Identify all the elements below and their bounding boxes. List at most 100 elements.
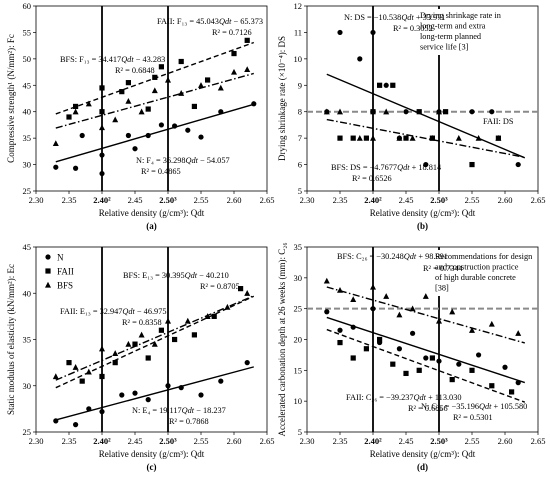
data-point-n	[456, 361, 462, 367]
fit-equation-bfs: BFS: C₂₆ = −30.248Qdt + 98.991	[337, 252, 448, 261]
data-point-n	[515, 380, 521, 386]
data-point-faii	[125, 80, 131, 86]
data-point-faii	[158, 327, 164, 333]
data-point-faii	[132, 341, 138, 347]
data-point-n	[132, 390, 138, 396]
panel-b: 2.30 2.35 2.40² 2.45 2.50³ 2.55 2.60 2.65 5 6 7 8 9 1…	[277, 1, 545, 231]
data-point-n	[337, 327, 343, 333]
data-point-bfs	[125, 340, 132, 347]
data-point-bfs	[165, 76, 171, 83]
data-point-faii	[191, 332, 197, 338]
fit-line-n	[326, 73, 526, 159]
annotation-text: [38]	[435, 284, 449, 293]
data-point-bfs	[396, 134, 403, 141]
data-point-faii	[211, 313, 217, 319]
y-tick-label: 35	[23, 335, 32, 345]
data-point-faii	[244, 37, 250, 43]
data-point-n	[86, 406, 92, 412]
y-tick-label: 40	[23, 107, 32, 117]
data-point-n	[132, 146, 138, 152]
data-point-bfs	[383, 293, 390, 299]
data-point-bfs	[455, 134, 462, 141]
y-tick-label: 30	[23, 381, 32, 391]
data-point-n	[403, 109, 409, 115]
data-point-n	[350, 324, 356, 330]
data-point-n	[383, 82, 389, 88]
data-point-n	[145, 397, 151, 403]
data-point-faii	[449, 376, 455, 383]
data-point-faii	[73, 103, 79, 110]
data-point-faii	[191, 103, 197, 110]
x-axis-label: Relative density (g/cm³): Qdt	[99, 208, 205, 218]
data-point-faii	[363, 135, 369, 141]
data-point-n	[502, 364, 508, 370]
data-point-n	[99, 170, 105, 177]
x-tick-label: 2.40²	[364, 195, 382, 205]
data-point-faii	[390, 82, 396, 88]
data-point-bfs	[244, 66, 251, 73]
fit-r2-bfs: R² = 0.7344	[423, 264, 464, 273]
data-point-bfs	[52, 140, 59, 147]
fit-r2-n: R² = 0.5301	[453, 413, 493, 422]
fit-equation-faii: FAII: C₂₆ = −39.237Qdt + 113.030	[346, 393, 462, 402]
y-tick-label: 50	[23, 54, 32, 64]
data-point-n	[198, 134, 204, 140]
data-point-faii	[377, 82, 383, 88]
data-point-bfs	[125, 97, 132, 104]
legend-label-faii: FAII	[57, 267, 74, 277]
data-point-n	[53, 164, 59, 170]
fit-r2-bfs: R² = 0.6526	[352, 174, 392, 183]
fit-r2-faii: R² = 0.8358	[122, 318, 162, 327]
data-point-bfs	[52, 373, 59, 380]
x-axis-label: Relative density (g/cm³): Qdt	[370, 449, 476, 459]
fit-r2-bfs: R² = 0.8705	[200, 282, 240, 291]
y-tick-label: 55	[23, 27, 32, 37]
y-tick-label: 8	[298, 107, 302, 117]
data-point-n	[469, 109, 475, 115]
fit-line-bfs	[55, 295, 255, 381]
data-point-n	[436, 358, 442, 364]
data-point-faii	[370, 109, 376, 115]
data-point-faii	[99, 109, 105, 115]
fit-equation-n: N: E₄ = 19.117Qdt − 18.237	[132, 406, 226, 415]
data-point-bfs	[370, 134, 376, 141]
fit-equation-n: N: DS = −10.538Qdt + 33.971	[344, 13, 445, 22]
x-tick-label: 2.50³	[430, 436, 448, 446]
data-point-n	[79, 132, 85, 139]
fit-r2-n: R² = 0.7868	[169, 417, 209, 426]
annotation-text: Recommendations for design	[435, 252, 533, 261]
x-tick-label: 2.60	[498, 436, 513, 446]
x-tick-label: 2.45	[128, 436, 143, 446]
x-tick-label: 2.60	[227, 436, 242, 446]
y-axis-label: Static modulus of elasticity (kN/mm²): E…	[6, 264, 16, 415]
data-point-bfs	[204, 313, 211, 319]
data-point-n	[145, 132, 151, 139]
x-tick-label: 2.45	[399, 195, 414, 205]
x-tick-label: 2.40²	[93, 436, 111, 446]
data-point-faii	[363, 346, 369, 352]
x-tick-label: 2.50³	[159, 195, 177, 205]
fit-equation-n: N: C₂₆ = −35.196Qdt + 105.580	[421, 402, 527, 411]
y-tick-label: 35	[294, 242, 303, 252]
data-point-bfs	[383, 108, 390, 115]
x-tick-label: 2.65	[531, 436, 546, 446]
y-tick-label: 5	[298, 427, 302, 437]
y-tick-label: 10	[294, 396, 303, 406]
x-tick-label: 2.60	[227, 195, 242, 205]
data-point-faii	[443, 109, 449, 115]
y-tick-label: 12	[294, 1, 303, 11]
data-point-bfs	[112, 350, 119, 356]
data-point-bfs	[409, 134, 416, 141]
x-tick-label: 2.65	[531, 195, 546, 205]
data-point-bfs	[422, 293, 429, 299]
x-tick-label: 2.55	[194, 195, 209, 205]
fit-line-faii	[326, 328, 526, 403]
x-tick-label: 2.30	[29, 195, 44, 205]
y-tick-label: 25	[23, 186, 32, 196]
panel-c: 2.30 2.35 2.40² 2.45 2.50³ 2.55 2.60 2.65 25 30 35…	[6, 242, 274, 472]
panel-label: (b)	[417, 221, 428, 231]
data-point-n	[370, 306, 376, 312]
fit-equation-bfs: BFS: F₁₃ = 34.417Qdt − 43.283	[60, 55, 165, 64]
data-point-faii	[390, 361, 396, 367]
data-point-faii	[158, 64, 164, 70]
